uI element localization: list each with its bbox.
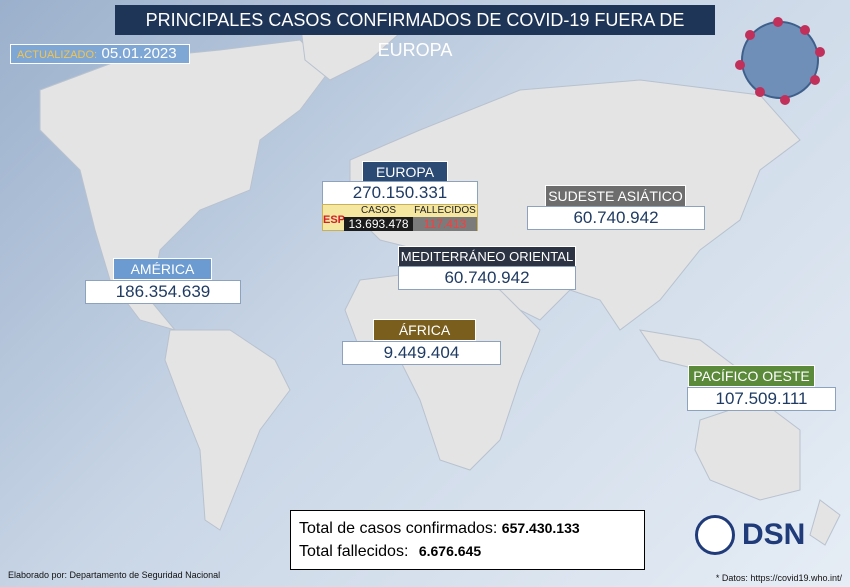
- updated-date: 05.01.2023: [101, 45, 177, 62]
- region-cases: 186.354.639: [85, 280, 241, 304]
- totals-box: Total de casos confirmados: 657.430.133 …: [290, 510, 645, 570]
- totals-cases-row: Total de casos confirmados: 657.430.133: [299, 517, 636, 540]
- region-name: AMÉRICA: [113, 258, 212, 280]
- region-cases: 9.449.404: [342, 341, 501, 365]
- totals-deaths-label: Total fallecidos:: [299, 543, 409, 560]
- credit: Elaborado por: Departamento de Seguridad…: [8, 570, 221, 580]
- source: * Datos: https://covid19.who.int/: [715, 573, 842, 583]
- spain-box: ESP. CASOS 13.693.478 FALLECIDOS 117.413: [322, 204, 478, 231]
- spain-deaths: 117.413: [413, 217, 477, 231]
- virus-icon: [735, 17, 825, 105]
- spain-deaths-label: FALLECIDOS: [414, 205, 476, 216]
- totals-cases-label: Total de casos confirmados:: [299, 520, 498, 537]
- region-cases: 107.509.111: [687, 387, 836, 411]
- totals-deaths: 6.676.645: [418, 543, 482, 559]
- region-name: MEDITERRÁNEO ORIENTAL: [398, 246, 576, 268]
- region-name: EUROPA: [362, 161, 448, 183]
- updated-box: ACTUALIZADO: 05.01.2023: [10, 44, 190, 64]
- totals-deaths-row: Total fallecidos: 6.676.645: [299, 540, 636, 563]
- region-cases: 60.740.942: [398, 266, 576, 290]
- region-name: ÁFRICA: [373, 319, 476, 341]
- region-cases: 60.740.942: [527, 206, 705, 230]
- logo: DSN: [742, 518, 806, 551]
- region-cases: 270.150.331: [322, 181, 478, 205]
- spain-cases: 13.693.478: [344, 217, 413, 231]
- region-name: PACÍFICO OESTE: [688, 365, 815, 387]
- totals-cases: 657.430.133: [501, 520, 580, 536]
- seal-icon: [695, 515, 735, 555]
- spain-cases-label: CASOS: [360, 205, 396, 216]
- title: PRINCIPALES CASOS CONFIRMADOS DE COVID-1…: [115, 5, 715, 60]
- region-name: SUDESTE ASIÁTICO: [545, 185, 686, 207]
- spain-label: ESP.: [323, 214, 347, 226]
- updated-label: ACTUALIZADO:: [17, 49, 98, 61]
